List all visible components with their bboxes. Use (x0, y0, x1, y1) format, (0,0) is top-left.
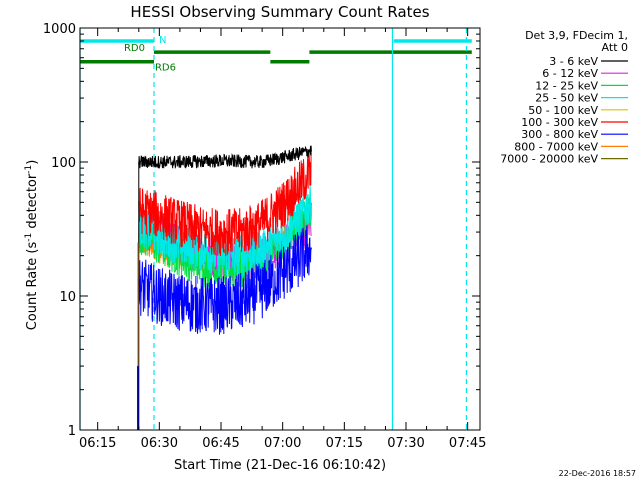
y-axis-label-sup1: -1 (24, 233, 34, 242)
plot-frame (79, 27, 481, 431)
legend-entry-label: 25 - 50 keV (535, 92, 598, 105)
x-axis-label: Start Time (21-Dec-16 06:10:42) (174, 458, 386, 473)
legend-header-line2: Att 0 (602, 41, 628, 54)
series-line-300-800kev (138, 225, 312, 335)
x-tick-label: 07:00 (264, 436, 301, 451)
legend-entry-label: 300 - 800 keV (521, 128, 598, 141)
chart-title: HESSI Observing Summary Count Rates (130, 3, 429, 21)
footer-date: 22-Dec-2016 18:57 (559, 469, 636, 478)
y-axis-label: Count Rate (s-1 detector-1) (24, 160, 40, 331)
y-tick-label: 100 (51, 156, 76, 171)
axes-layer: 1 10 100 1000 06:15 06:30 06:45 07:00 07:15 07:30… (43, 22, 486, 451)
y-axis-label-main: Count Rate (s (25, 242, 40, 331)
status-bar-label: RD0 (124, 43, 145, 54)
legend-header-line1: Det 3,9, FDecim 1, (525, 29, 628, 42)
y-axis-label-end: ) (25, 160, 40, 165)
y-tick-label: 1 (68, 424, 76, 439)
bars-layer: N RD0 RD6 (80, 35, 472, 74)
status-bar-label: N (159, 35, 166, 46)
x-tick-label: 06:45 (202, 436, 239, 451)
series-line-100-300kev (138, 152, 312, 257)
status-bar-label: RD6 (155, 63, 176, 74)
legend-entry-label: 6 - 12 keV (542, 67, 598, 80)
x-tick-label: 06:15 (79, 436, 116, 451)
legend-entry-label: 7000 - 20000 keV (500, 153, 598, 166)
legend-entry-label: 50 - 100 keV (528, 104, 598, 117)
series-line-25-50kev (138, 180, 312, 278)
legend-entry-label: 800 - 7000 keV (514, 140, 598, 153)
legend-entry-label: 100 - 300 keV (521, 116, 598, 129)
series-layer (137, 145, 312, 430)
x-tick-label: 07:15 (326, 436, 363, 451)
legend-entry-label: 12 - 25 keV (535, 79, 598, 92)
y-tick-label: 1000 (43, 22, 76, 37)
series-line-3-6kev (138, 145, 312, 170)
x-tick-label: 06:30 (141, 436, 178, 451)
y-axis-label-sup2: -1 (24, 165, 34, 174)
legend-entry-label: 3 - 6 keV (549, 55, 598, 68)
x-tick-label: 07:30 (387, 436, 424, 451)
x-tick-label: 07:45 (449, 436, 486, 451)
y-tick-label: 10 (59, 290, 76, 305)
y-axis-label-mid: detector (25, 173, 40, 233)
